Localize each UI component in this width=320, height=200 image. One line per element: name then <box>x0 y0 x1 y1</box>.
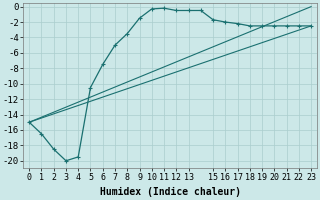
X-axis label: Humidex (Indice chaleur): Humidex (Indice chaleur) <box>100 187 241 197</box>
